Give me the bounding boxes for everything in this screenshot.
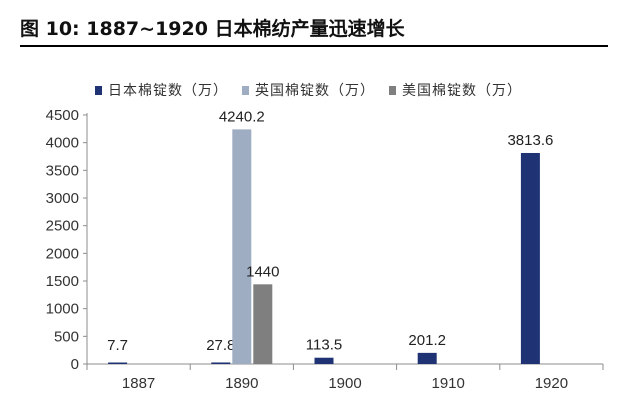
legend-label-us: 美国棉锭数（万）: [402, 83, 522, 99]
y-tick-label: 1500: [46, 273, 79, 290]
data-label-us: 1440: [246, 263, 279, 280]
y-tick-label: 2000: [46, 245, 79, 262]
legend-item-us: 美国棉锭数（万）: [389, 80, 522, 100]
legend-item-japan: 日本棉锭数（万）: [95, 80, 228, 100]
legend-swatch-japan: [95, 85, 102, 95]
x-tick-label: 1887: [122, 375, 155, 392]
bar-japan: [520, 152, 540, 364]
data-label-japan: 3813.6: [507, 132, 553, 149]
y-tick-label: 3500: [46, 162, 79, 179]
chart-legend: 日本棉锭数（万） 英国棉锭数（万） 美国棉锭数（万）: [95, 80, 536, 100]
x-tick-label: 1900: [328, 375, 361, 392]
legend-label-japan: 日本棉锭数（万）: [108, 83, 228, 99]
bar-japan: [417, 352, 437, 364]
legend-item-uk: 英国棉锭数（万）: [242, 80, 375, 100]
legend-label-uk: 英国棉锭数（万）: [255, 83, 375, 99]
y-tick-label: 1000: [46, 301, 79, 318]
y-tick-label: 4000: [46, 135, 79, 152]
legend-swatch-us: [389, 85, 396, 95]
bar-japan: [211, 362, 231, 364]
y-tick-label: 2500: [46, 218, 79, 235]
bar-japan: [108, 362, 128, 364]
title-rule: [20, 45, 608, 47]
legend-swatch-uk: [242, 85, 249, 95]
x-tick-label: 1920: [535, 375, 568, 392]
figure-title: 图 10: 1887~1920 日本棉纺产量迅速增长: [20, 18, 405, 40]
data-label-japan: 201.2: [408, 332, 446, 349]
y-tick-label: 500: [54, 328, 79, 345]
bar-uk: [232, 129, 252, 364]
bar-japan: [314, 357, 334, 364]
data-label-japan: 113.5: [306, 337, 342, 354]
y-tick-label: 0: [71, 356, 79, 373]
x-tick-label: 1910: [432, 375, 465, 392]
data-label-japan: 7.7: [107, 337, 128, 354]
y-tick-label: 3000: [46, 190, 79, 207]
data-label-uk: 4240.2: [219, 108, 265, 125]
x-tick-label: 1890: [225, 375, 258, 392]
data-label-japan: 27.8: [206, 337, 235, 354]
y-tick-label: 4500: [46, 107, 79, 124]
bar-us: [253, 284, 273, 364]
